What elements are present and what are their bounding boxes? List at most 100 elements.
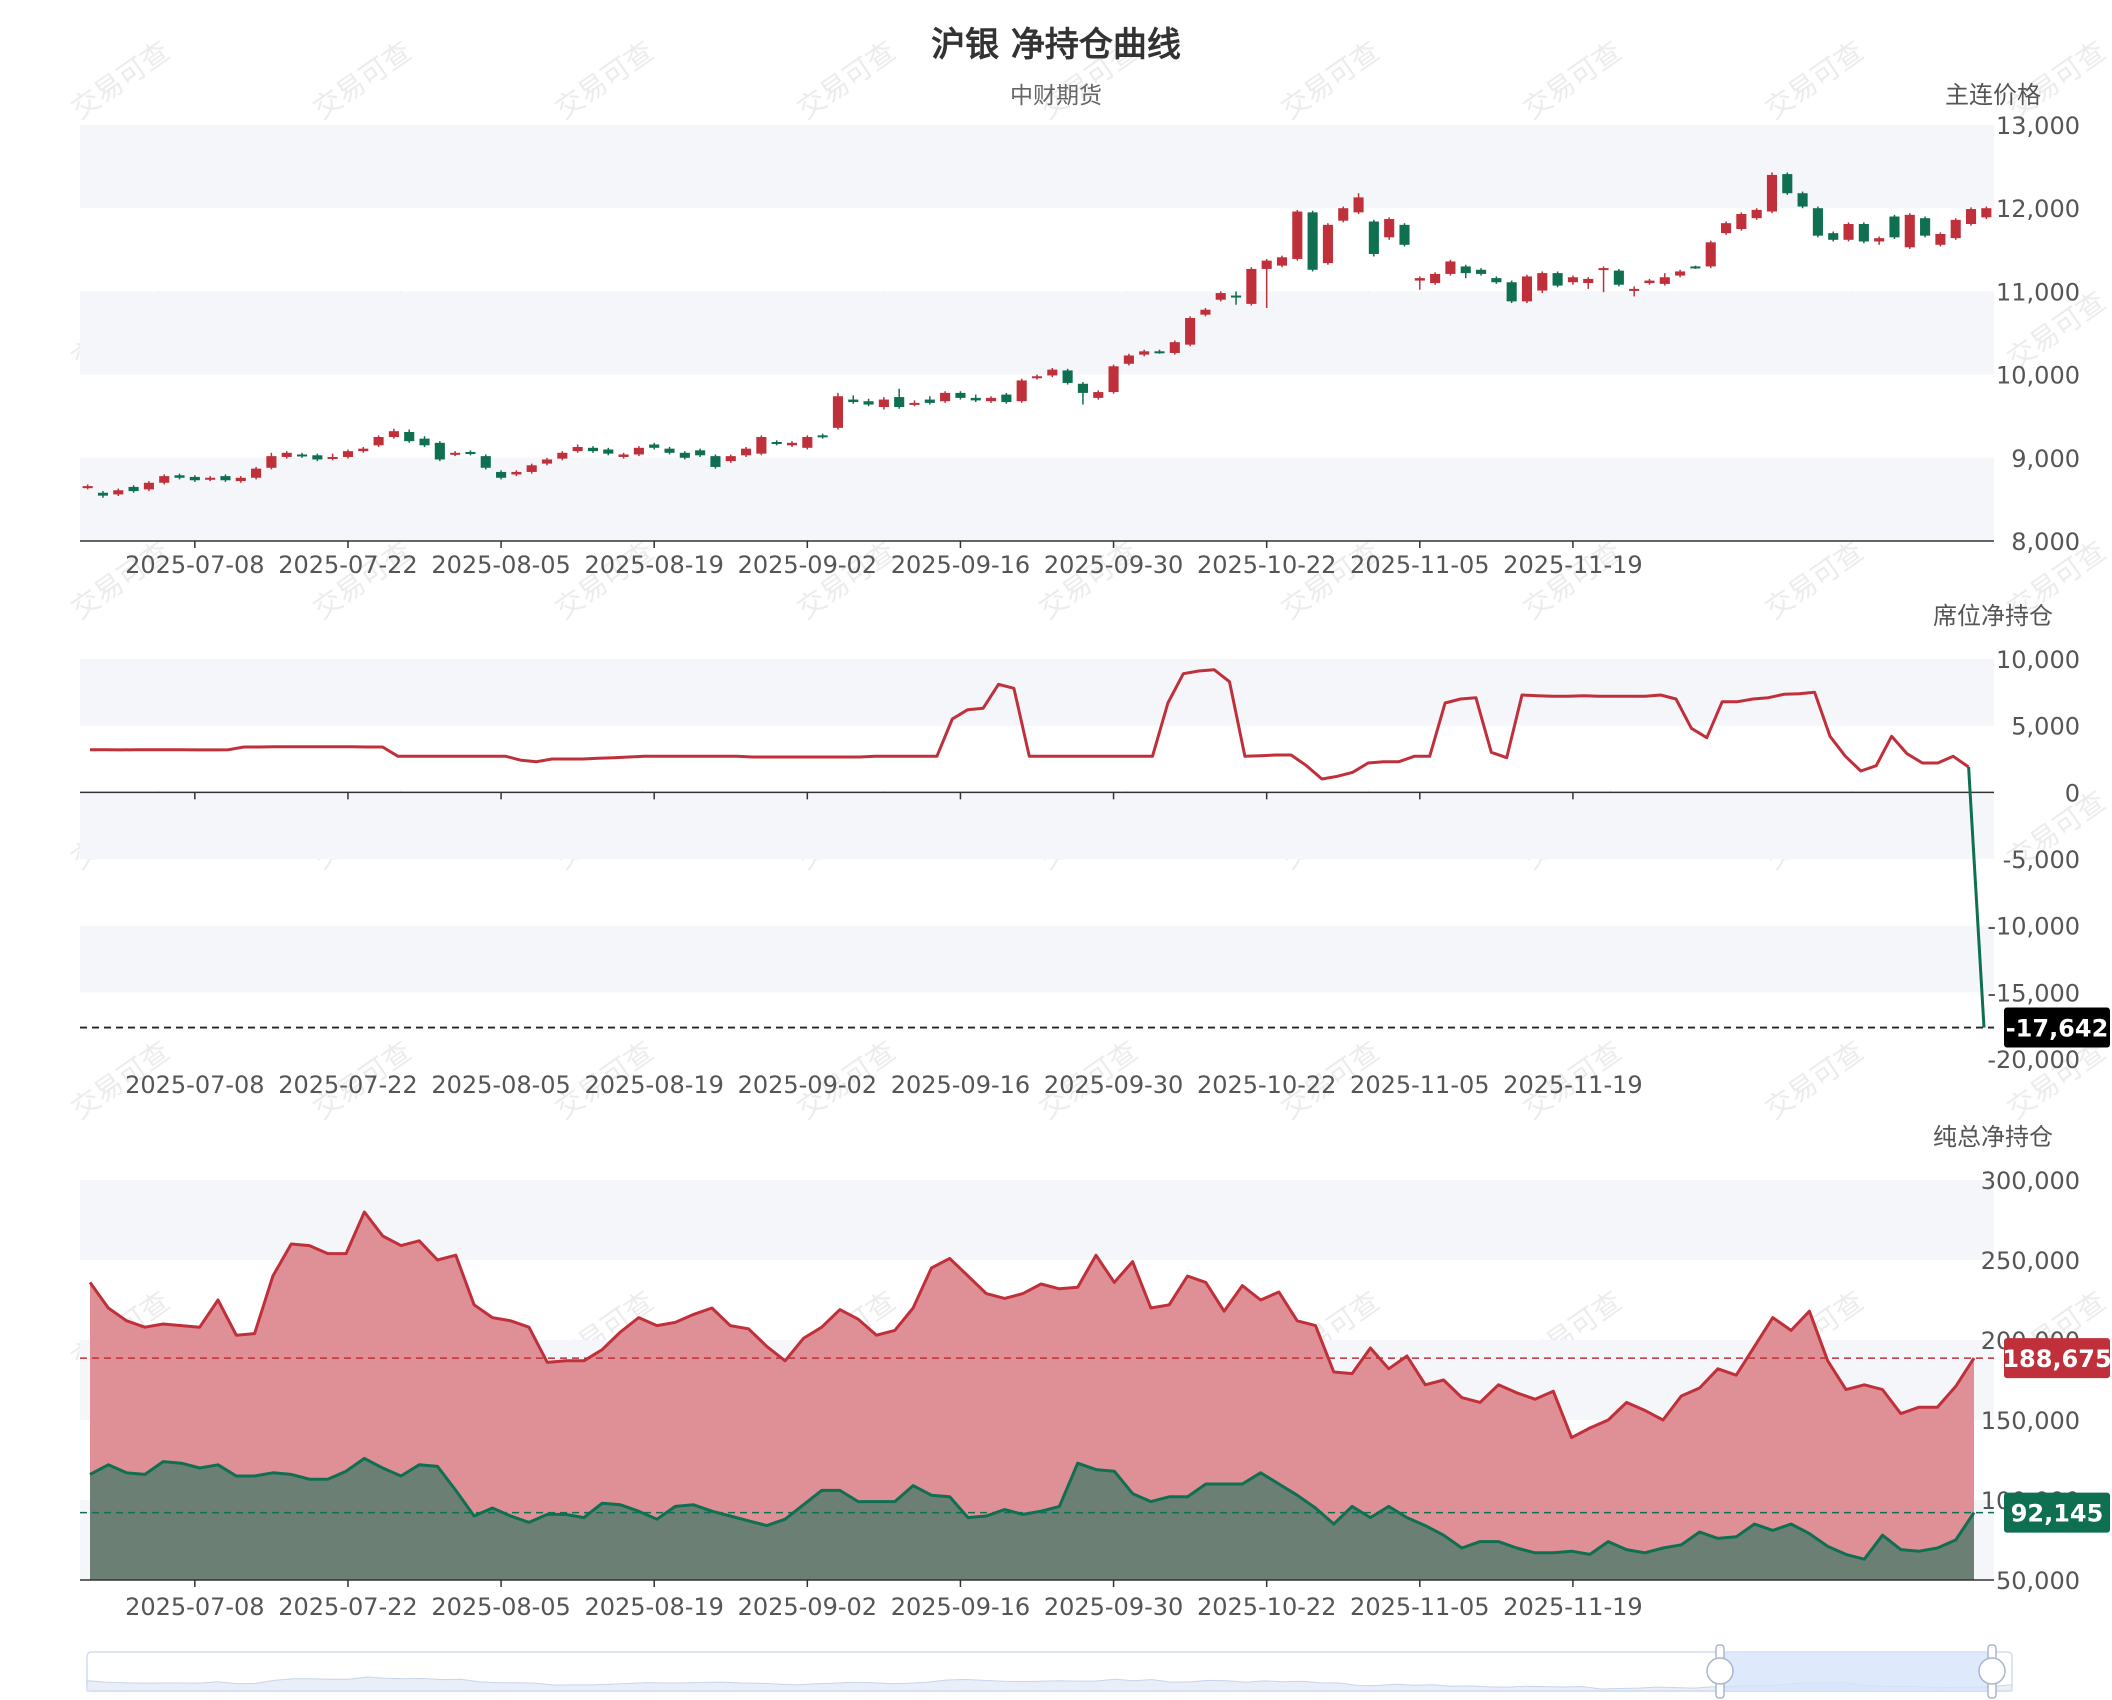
candle-body[interactable] <box>511 471 522 475</box>
candle-body[interactable] <box>1843 224 1854 240</box>
candle-body[interactable] <box>1322 224 1333 264</box>
candle-body[interactable] <box>771 441 782 444</box>
candle-body[interactable] <box>1858 224 1869 242</box>
candle-body[interactable] <box>557 452 568 459</box>
candle-body[interactable] <box>802 437 813 448</box>
candle-body[interactable] <box>541 459 553 464</box>
zoom-left-handle-knob[interactable] <box>1706 1657 1734 1685</box>
candle-body[interactable] <box>1598 268 1609 271</box>
candle-body[interactable] <box>1062 370 1073 383</box>
candle-body[interactable] <box>1123 355 1134 364</box>
candle-body[interactable] <box>1307 212 1318 270</box>
candle-body[interactable] <box>251 468 262 478</box>
candle-body[interactable] <box>434 442 445 460</box>
candle-body[interactable] <box>1093 392 1104 398</box>
candle-body[interactable] <box>1200 309 1211 315</box>
candle-body[interactable] <box>1139 351 1150 355</box>
candle-body[interactable] <box>786 442 798 446</box>
candle-body[interactable] <box>1460 266 1471 274</box>
candle-body[interactable] <box>312 455 323 460</box>
candle-body[interactable] <box>1231 295 1242 298</box>
candle-body[interactable] <box>1812 208 1823 236</box>
candle-body[interactable] <box>465 451 476 454</box>
candle-body[interactable] <box>342 451 354 457</box>
candle-body[interactable] <box>970 397 981 401</box>
candle-body[interactable] <box>1889 216 1900 238</box>
candle-body[interactable] <box>1705 242 1716 267</box>
candle-body[interactable] <box>1169 342 1180 353</box>
candle-body[interactable] <box>220 476 231 481</box>
candle-body[interactable] <box>1506 282 1517 302</box>
candle-body[interactable] <box>1629 288 1640 291</box>
candle-body[interactable] <box>940 392 951 402</box>
candle-body[interactable] <box>1077 383 1088 393</box>
candle-body[interactable] <box>1368 221 1379 254</box>
candle-body[interactable] <box>1276 257 1288 266</box>
candle-body[interactable] <box>1430 273 1441 284</box>
candle-body[interactable] <box>1659 277 1670 284</box>
candle-body[interactable] <box>113 490 124 495</box>
candle-body[interactable] <box>358 448 369 452</box>
candlestick-series[interactable] <box>82 172 1992 498</box>
candle-body[interactable] <box>266 456 277 468</box>
candle-body[interactable] <box>159 476 170 483</box>
candle-body[interactable] <box>496 471 507 478</box>
candle-body[interactable] <box>572 446 583 452</box>
candle-body[interactable] <box>1031 376 1043 379</box>
candle-body[interactable] <box>1475 269 1487 274</box>
candle-body[interactable] <box>863 401 874 405</box>
seat-net-line-positive[interactable] <box>90 668 1970 781</box>
candle-body[interactable] <box>1567 277 1578 283</box>
candle-body[interactable] <box>1353 197 1364 213</box>
candle-body[interactable] <box>633 447 644 455</box>
candle-body[interactable] <box>832 396 843 428</box>
candle-body[interactable] <box>741 448 752 456</box>
candle-body[interactable] <box>1292 211 1303 259</box>
candle-body[interactable] <box>1521 276 1533 302</box>
candle-body[interactable] <box>679 452 690 458</box>
candle-body[interactable] <box>404 432 415 442</box>
candle-body[interactable] <box>1904 214 1915 248</box>
candle-body[interactable] <box>986 397 997 402</box>
candle-body[interactable] <box>174 475 185 478</box>
candle-body[interactable] <box>1720 223 1732 234</box>
seat-net-line[interactable] <box>90 668 1986 1028</box>
candle-body[interactable] <box>1552 273 1563 286</box>
candle-body[interactable] <box>924 399 935 403</box>
candle-body[interactable] <box>1001 394 1012 403</box>
candle-body[interactable] <box>1950 219 1961 239</box>
zoom-right-handle[interactable] <box>1978 1644 2006 1699</box>
candle-body[interactable] <box>327 456 338 459</box>
candle-body[interactable] <box>1185 318 1196 345</box>
candle-body[interactable] <box>1445 261 1456 274</box>
candle-body[interactable] <box>1613 270 1624 285</box>
candle-body[interactable] <box>1583 278 1594 284</box>
candle-body[interactable] <box>1766 174 1778 212</box>
candle-body[interactable] <box>1874 238 1885 242</box>
candle-body[interactable] <box>526 465 537 472</box>
candle-body[interactable] <box>419 438 430 446</box>
zoom-selected-window[interactable] <box>1720 1652 1992 1691</box>
candle-body[interactable] <box>235 477 246 482</box>
zoom-left-handle[interactable] <box>1706 1644 1734 1699</box>
candle-body[interactable] <box>128 486 139 492</box>
candle-body[interactable] <box>1414 278 1425 281</box>
candle-body[interactable] <box>1797 193 1808 207</box>
candle-body[interactable] <box>1016 380 1027 402</box>
candle-body[interactable] <box>1338 208 1349 221</box>
total-net-line-red[interactable] <box>88 1210 1976 1440</box>
candle-body[interactable] <box>450 452 461 455</box>
candle-body[interactable] <box>1261 260 1272 269</box>
candle-body[interactable] <box>1246 268 1257 304</box>
candle-body[interactable] <box>1782 174 1793 194</box>
candle-body[interactable] <box>373 437 384 446</box>
candle-body[interactable] <box>1828 233 1839 240</box>
seat-net-line-negative[interactable] <box>1967 766 1986 1028</box>
candle-body[interactable] <box>1690 266 1701 269</box>
candle-body[interactable] <box>1384 219 1395 238</box>
candle-body[interactable] <box>97 492 109 496</box>
candle-body[interactable] <box>909 402 920 405</box>
candle-body[interactable] <box>1920 218 1931 236</box>
candle-body[interactable] <box>894 397 905 408</box>
candle-body[interactable] <box>1399 224 1410 245</box>
